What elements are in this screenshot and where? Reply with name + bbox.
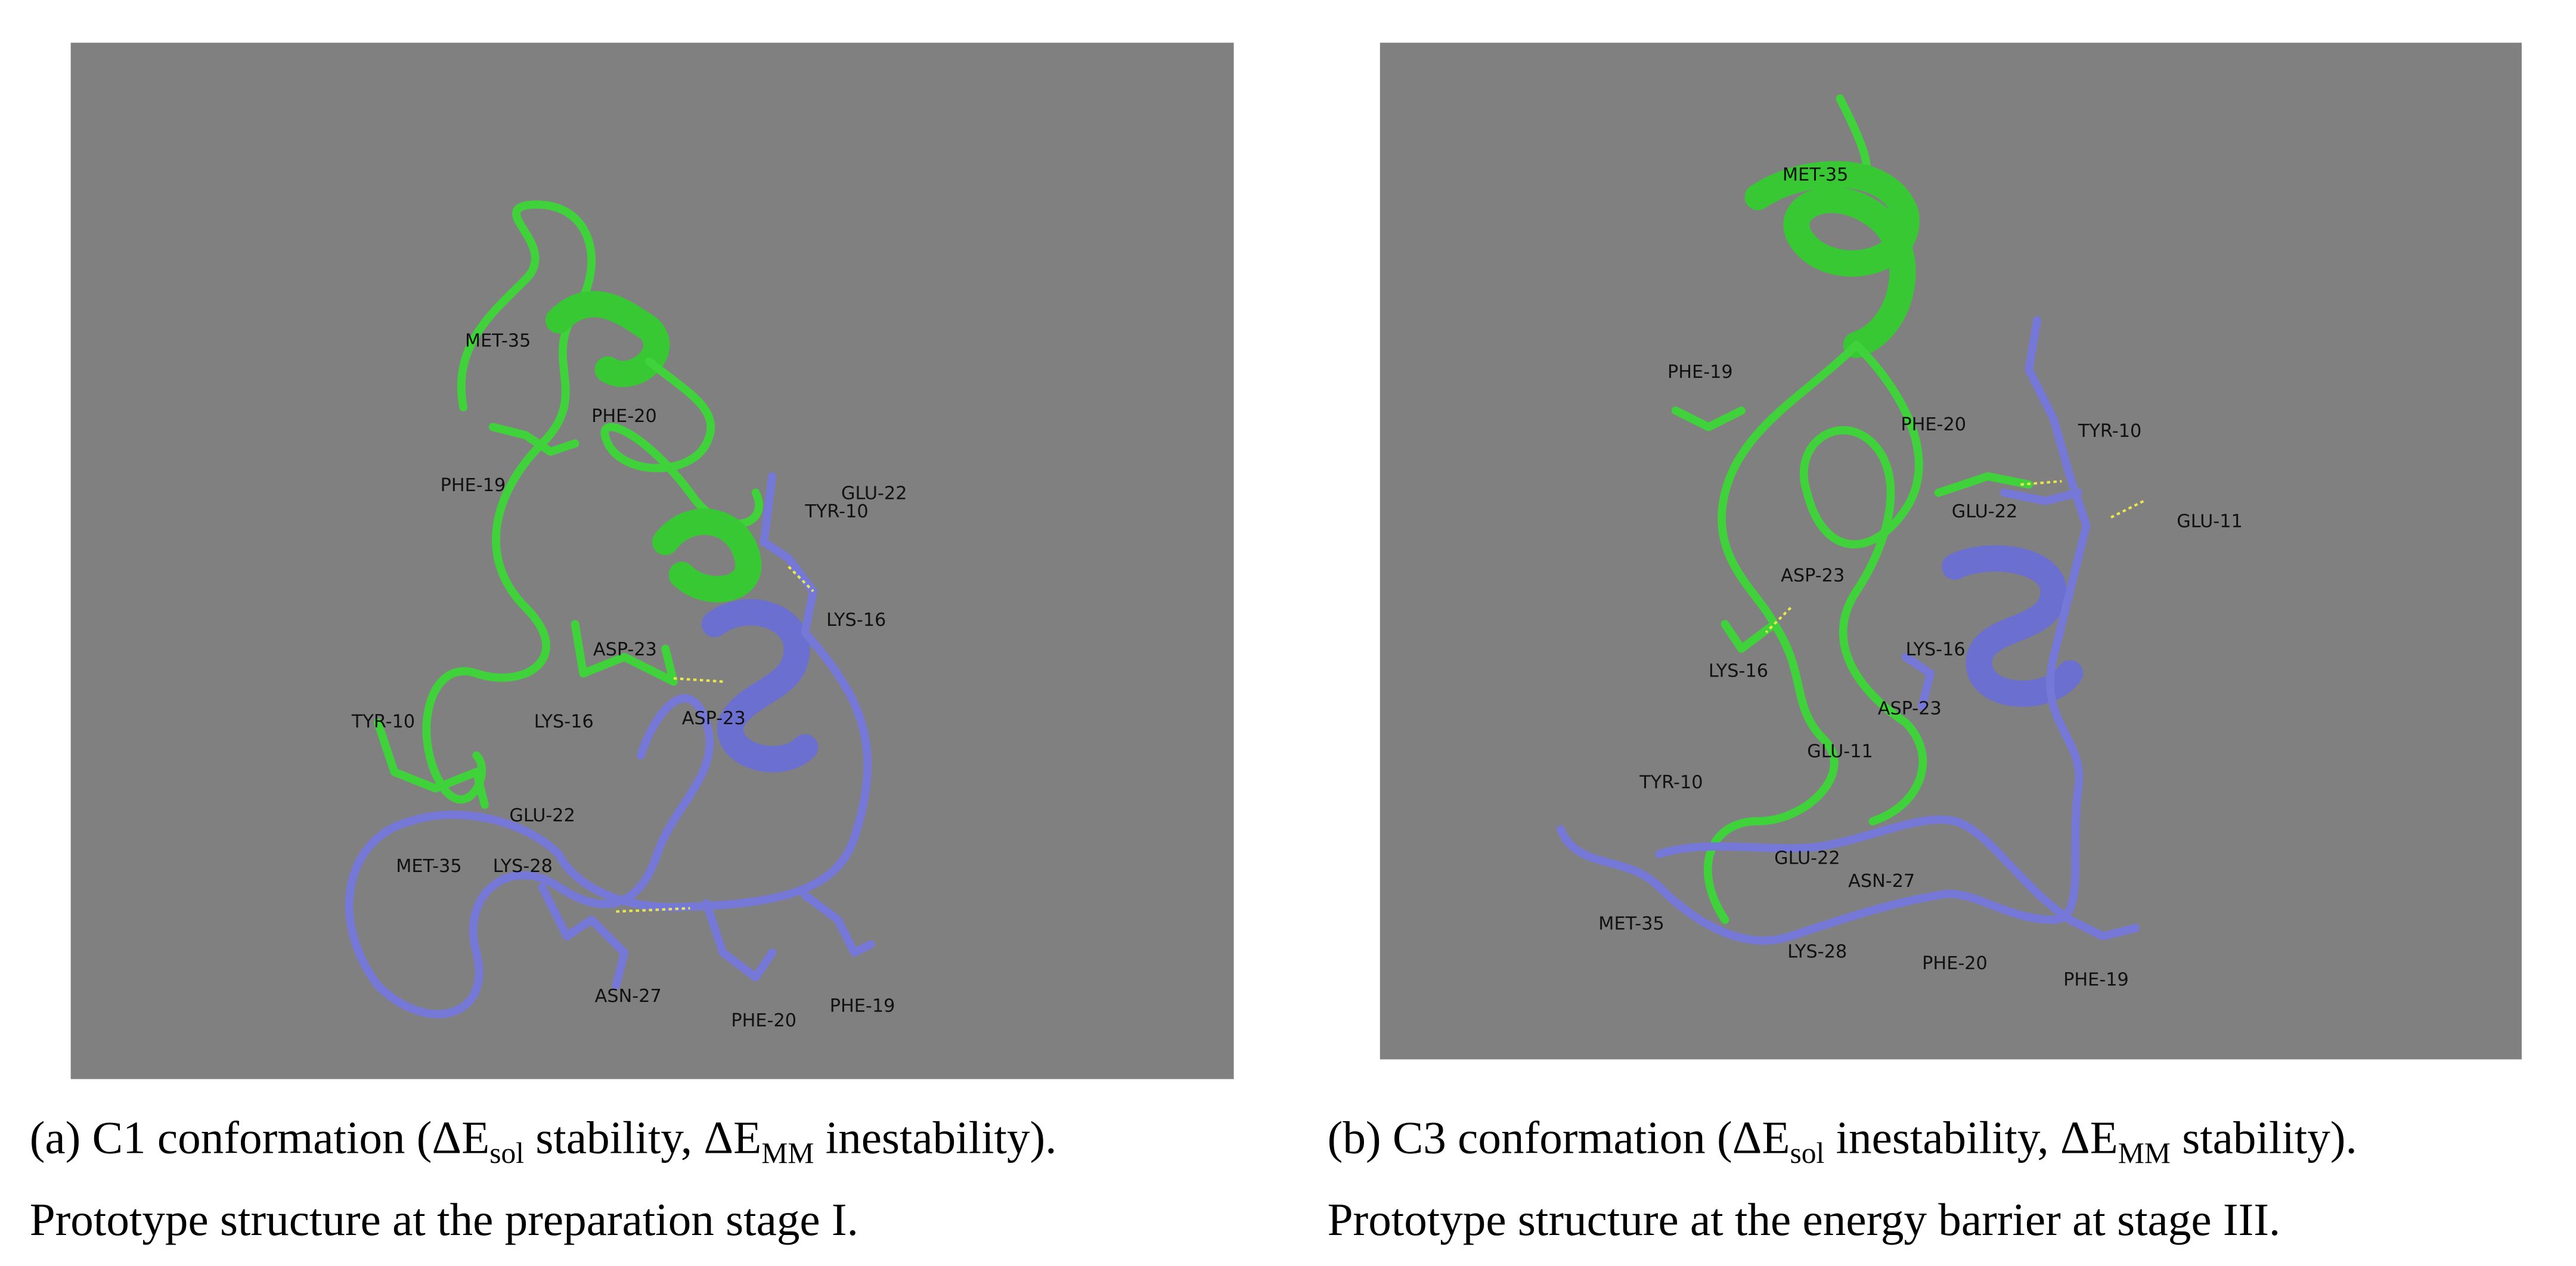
residue-label: ASP-23 <box>1781 565 1845 586</box>
residue-label: ASP-23 <box>682 708 746 729</box>
residue-label: LYS-16 <box>1709 660 1768 681</box>
residue-label: GLU-22 <box>841 483 907 504</box>
caption-subscript: MM <box>2118 1137 2171 1169</box>
caption-text: inestability). <box>814 1112 1056 1163</box>
residue-label: GLU-22 <box>1774 848 1840 868</box>
residue-label: ASP-23 <box>1878 699 1942 719</box>
residue-label: TYR-10 <box>1639 772 1703 793</box>
caption-a-line2: Prototype structure at the preparation s… <box>30 1194 858 1245</box>
residue-label: PHE-20 <box>1922 953 1988 974</box>
residue-label: ASN-27 <box>1848 871 1915 892</box>
residue-label: LYS-16 <box>826 610 886 631</box>
caption-text: stability). <box>2171 1112 2357 1163</box>
caption-subscript: sol <box>489 1137 524 1169</box>
caption-text: stability, ΔE <box>524 1112 761 1163</box>
panel-b-background <box>1380 42 2522 1060</box>
caption-text: (a) C1 conformation (ΔE <box>30 1112 489 1163</box>
residue-label: GLU-11 <box>1807 741 1873 762</box>
residue-label: TYR-10 <box>2078 421 2141 442</box>
caption-b-line2: Prototype structure at the energy barrie… <box>1328 1194 2281 1245</box>
residue-label: GLU-22 <box>1952 501 2018 522</box>
residue-label: LYS-16 <box>1906 639 1966 660</box>
residue-label: ASN-27 <box>595 986 662 1007</box>
residue-label: PHE-20 <box>731 1010 796 1031</box>
residue-label: TYR-10 <box>804 501 868 522</box>
residue-label: PHE-20 <box>591 406 657 427</box>
caption-a-line1: (a) C1 conformation (ΔEsol stability, ΔE… <box>30 1112 1057 1169</box>
residue-label: TYR-10 <box>351 712 415 733</box>
residue-label: ASP-23 <box>593 639 657 660</box>
caption-text: inestability, ΔE <box>1824 1112 2118 1163</box>
residue-label: LYS-28 <box>1787 942 1847 963</box>
residue-label: GLU-11 <box>2177 511 2243 532</box>
caption-text: (b) C3 conformation (ΔE <box>1328 1112 1790 1163</box>
residue-label: PHE-19 <box>441 475 506 496</box>
residue-label: MET-35 <box>1598 914 1664 935</box>
panel-a-structure <box>345 200 875 1019</box>
residue-label: MET-35 <box>396 856 462 877</box>
panel-a-background <box>70 42 1234 1079</box>
residue-label: PHE-19 <box>2063 969 2129 990</box>
residue-label: MET-35 <box>1783 165 1849 185</box>
residue-label: LYS-28 <box>493 856 553 877</box>
residue-label: MET-35 <box>465 330 531 351</box>
residue-label: PHE-20 <box>1901 414 1966 435</box>
residue-label: PHE-19 <box>830 995 895 1016</box>
residue-label: PHE-19 <box>1667 362 1733 383</box>
panel-b-structure <box>1557 94 2145 945</box>
caption-subscript: MM <box>761 1137 814 1169</box>
residue-label: GLU-22 <box>509 805 575 826</box>
caption-b-line1: (b) C3 conformation (ΔEsol inestability,… <box>1328 1112 2357 1169</box>
residue-label: LYS-16 <box>534 712 594 733</box>
caption-subscript: sol <box>1790 1137 1824 1169</box>
